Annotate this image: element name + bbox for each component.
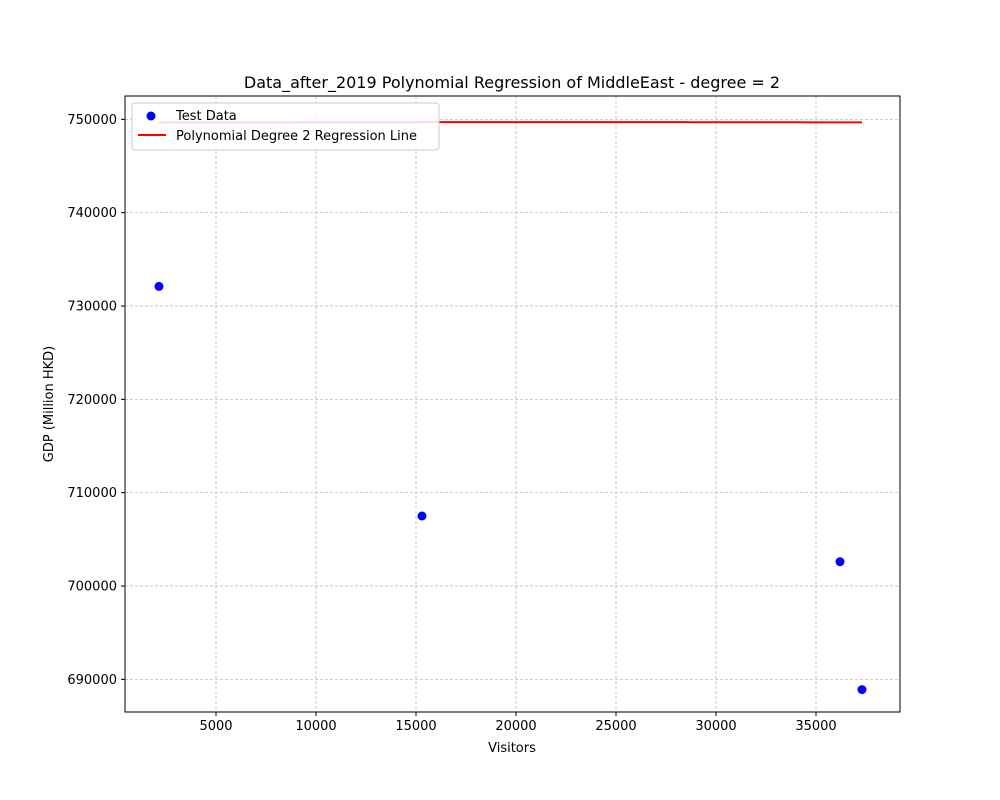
- x-tick-label: 5000: [199, 719, 232, 734]
- legend-label-regression-line: Polynomial Degree 2 Regression Line: [176, 129, 417, 144]
- x-tick-label: 35000: [795, 719, 836, 734]
- y-tick-label: 730000: [67, 300, 117, 315]
- y-axis-label: GDP (Million HKD): [42, 346, 57, 463]
- y-tick-label: 710000: [67, 486, 117, 501]
- legend-box: [131, 102, 440, 151]
- test-data-point: [835, 557, 845, 567]
- y-tick-label: 700000: [67, 580, 117, 595]
- grid: [125, 96, 900, 712]
- y-tick-label: 690000: [67, 673, 117, 688]
- chart-title: Data_after_2019 Polynomial Regression of…: [244, 73, 780, 93]
- legend: Test Data Polynomial Degree 2 Regression…: [131, 102, 440, 151]
- legend-label-test-data: Test Data: [175, 109, 237, 124]
- x-axis-label: Visitors: [488, 741, 536, 756]
- plot-area: [154, 121, 867, 695]
- y-tick-label: 750000: [67, 113, 117, 128]
- x-tick-label: 10000: [295, 719, 336, 734]
- test-data-point: [154, 281, 164, 291]
- test-data-point: [857, 685, 867, 695]
- plot-frame: [124, 95, 901, 713]
- axis-ticks: 5000 10000 15000 20000 25000 30000 35000 690000…: [67, 113, 836, 734]
- x-tick-label: 15000: [395, 719, 436, 734]
- x-tick-label: 30000: [695, 719, 736, 734]
- y-tick-label: 740000: [67, 206, 117, 221]
- x-tick-label: 20000: [495, 719, 536, 734]
- legend-marker-test-data: [146, 111, 156, 121]
- y-tick-label: 720000: [67, 393, 117, 408]
- x-tick-label: 25000: [595, 719, 636, 734]
- test-data-point: [417, 511, 427, 521]
